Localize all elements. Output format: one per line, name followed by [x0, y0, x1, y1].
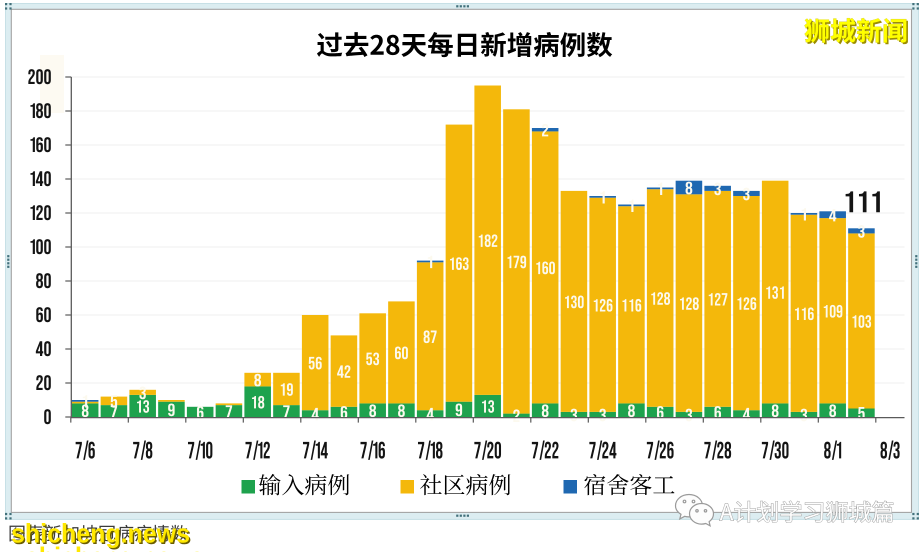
svg-text:shicheng.news: shicheng.news	[25, 542, 204, 552]
svg-text:shicheng.news: shicheng.news	[12, 520, 191, 550]
svg-text:shicheng.news: shicheng.news	[11, 519, 190, 549]
